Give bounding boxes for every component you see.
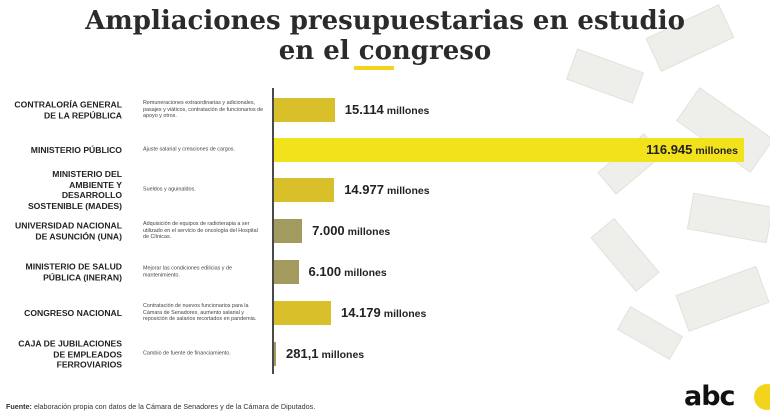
source-footer: Fuente: elaboración propia con datos de … — [6, 402, 315, 411]
bar — [274, 342, 276, 366]
abc-logo: abc — [684, 381, 736, 412]
bar-row: MINISTERIO DE SALUD PÚBLICA (INERAN) Mejo… — [0, 252, 770, 296]
value-number: 14.977 — [344, 182, 384, 197]
title-line-2: en el congreso — [278, 36, 492, 66]
value-unit: millones — [344, 267, 387, 279]
footer-label: Fuente: — [6, 402, 32, 411]
bar-row: CAJA DE JUBILACIONES DE EMPLEADOS FERROV… — [0, 334, 770, 378]
value-label: 116.945 millones — [646, 138, 738, 163]
category-label: CONTRALORÍA GENERAL DE LA REPÚBLICA — [14, 99, 122, 121]
category-description: Cambio de fuente de financiamiento. — [143, 350, 231, 357]
title-underline — [354, 66, 394, 70]
category-description: Ajuste salarial y creaciones de cargos. — [143, 146, 235, 153]
value-number: 281,1 — [286, 346, 319, 361]
value-number: 14.179 — [340, 305, 381, 320]
footer-text: elaboración propia con datos de la Cámar… — [31, 402, 316, 411]
bar — [274, 178, 335, 202]
value-unit: millones — [383, 308, 427, 320]
value-label: 14.977 millones — [344, 178, 429, 203]
value-label: 281,1 millones — [286, 342, 364, 367]
value-unit: millones — [695, 145, 738, 157]
category-description: Sueldos y aguinaldos. — [143, 186, 196, 193]
value-number: 6.100 — [308, 264, 342, 279]
bar — [274, 98, 335, 122]
value-unit: millones — [321, 349, 365, 361]
category-label: CONGRESO NACIONAL — [24, 307, 122, 318]
money-background-illustration — [565, 4, 770, 360]
category-description: Mejorar las condiciones edilicias y de m… — [143, 265, 232, 278]
category-description: Contratación de nuevos funcionarios para… — [143, 303, 257, 323]
bar — [274, 138, 744, 162]
bar — [274, 219, 303, 243]
value-label: 6.100 millones — [309, 260, 387, 285]
bar — [274, 301, 331, 325]
chart-title: Ampliaciones presupuestarias en estudio … — [0, 6, 770, 66]
category-label: MINISTERIO PÚBLICO — [30, 144, 122, 155]
bar-row: MINISTERIO PÚBLICO Ajuste salarial y crea… — [0, 130, 770, 174]
value-label: 14.179 millones — [341, 301, 426, 326]
bar-row: CONGRESO NACIONAL Contratación de nuevos … — [0, 293, 770, 337]
category-description: Adquisición de equipos de radioterapia a… — [143, 221, 258, 241]
value-unit: millones — [386, 185, 430, 197]
value-label: 15.114 millones — [345, 98, 430, 123]
bar-row: MINISTERIO DEL AMBIENTE Y DESARROLLO SOS… — [0, 169, 770, 214]
category-description: Remuneraciones extraordinarias y adicion… — [143, 100, 264, 120]
value-unit: millones — [386, 105, 430, 117]
bar — [274, 260, 299, 284]
value-number: 7.000 — [312, 223, 345, 238]
category-label: UNIVERSIDAD NACIONAL DE ASUNCIÓN (UNA) — [15, 220, 122, 242]
logo-accent-dot — [754, 384, 770, 410]
category-label: MINISTERIO DEL AMBIENTE Y DESARROLLO SOS… — [27, 169, 122, 211]
value-number: 116.945 — [646, 142, 693, 157]
axis-divider — [272, 88, 274, 374]
value-number: 15.114 — [344, 102, 384, 117]
value-unit: millones — [347, 226, 391, 238]
bar-row: CONTRALORÍA GENERAL DE LA REPÚBLICA Remun… — [0, 90, 770, 134]
title-line-1: Ampliaciones presupuestarias en estudio — [85, 6, 685, 36]
category-label: MINISTERIO DE SALUD PÚBLICA (INERAN) — [25, 261, 122, 283]
category-label: CAJA DE JUBILACIONES DE EMPLEADOS FERROV… — [18, 338, 122, 370]
bar-row: UNIVERSIDAD NACIONAL DE ASUNCIÓN (UNA) Ad… — [0, 211, 770, 255]
value-label: 7.000 millones — [312, 219, 390, 244]
